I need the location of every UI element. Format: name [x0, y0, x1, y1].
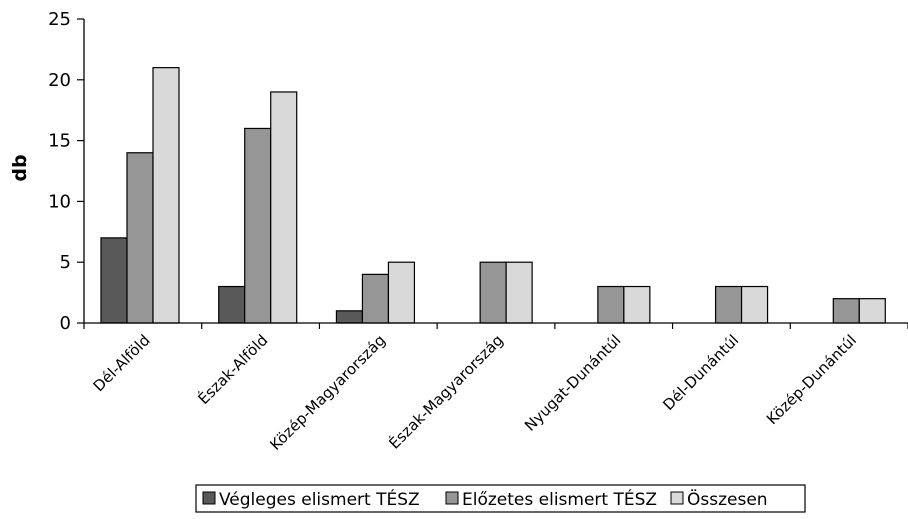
y-axis-label: db — [9, 154, 31, 181]
bar-osszesen — [387, 261, 416, 324]
x-category-label: Észak-Alföld — [194, 330, 272, 408]
y-tick-label: 0 — [60, 313, 71, 334]
y-tick-label: 5 — [60, 252, 71, 273]
bar-osszesen — [740, 285, 769, 324]
legend-frame — [195, 484, 806, 513]
bar-elozetes — [597, 285, 625, 324]
bar-osszesen — [152, 67, 180, 324]
bar-vegleges — [335, 310, 364, 324]
bar-elozetes — [126, 152, 154, 324]
legend-swatch-2 — [670, 491, 684, 505]
bar-elozetes — [479, 261, 507, 324]
legend-swatch-1 — [445, 491, 459, 505]
bar-vegleges — [100, 237, 128, 324]
legend-label-1: Előzetes elismert TÉSZ — [462, 488, 657, 510]
y-tick-label: 10 — [48, 191, 71, 212]
legend-label-0: Végleges elismert TÉSZ — [219, 488, 420, 510]
bar-osszesen — [505, 261, 533, 324]
x-category-label: Közép-Magyarország — [266, 331, 389, 454]
bar-elozetes — [361, 273, 390, 324]
bar-elozetes — [244, 127, 272, 324]
y-tick-label: 15 — [48, 131, 71, 152]
bar-vegleges — [218, 285, 246, 324]
y-tick-label: 25 — [48, 9, 71, 30]
x-category-label: Közép-Dunántúl — [763, 331, 860, 428]
legend-label-2: Összesen — [687, 488, 768, 510]
bar-osszesen — [858, 298, 886, 324]
x-category-label: Észak-Magyarország — [385, 330, 507, 452]
y-tick-label: 20 — [48, 70, 71, 91]
bar-osszesen — [270, 91, 298, 324]
bar-osszesen — [623, 285, 651, 324]
x-category-label: Nyugat-Dunántúl — [521, 331, 625, 435]
legend: Végleges elismert TÉSZ Előzetes elismert… — [195, 484, 806, 513]
bar-elozetes — [832, 298, 860, 324]
x-category-label: Dél-Dunántúl — [659, 331, 742, 414]
x-category-label: Dél-Alföld — [90, 331, 154, 395]
bar-elozetes — [714, 285, 743, 324]
legend-swatch-0 — [202, 491, 216, 505]
